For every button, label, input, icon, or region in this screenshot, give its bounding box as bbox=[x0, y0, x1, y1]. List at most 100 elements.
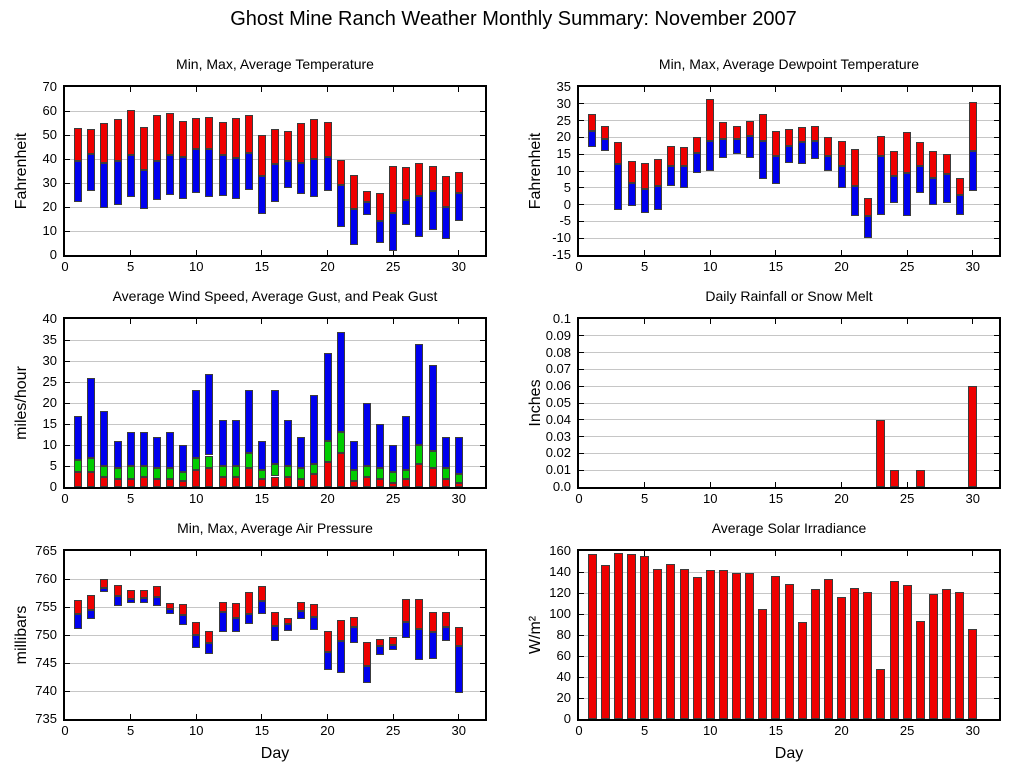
bar-avg-to-max bbox=[179, 604, 188, 615]
bar-avg-to-max bbox=[87, 594, 96, 610]
y-tick-mark bbox=[65, 134, 70, 136]
bar-min-to-avg bbox=[205, 149, 214, 198]
bar bbox=[771, 576, 781, 719]
bar-segment bbox=[257, 440, 266, 471]
plot-area-wind bbox=[63, 317, 487, 489]
y-tick-mark bbox=[579, 120, 584, 122]
x-tick-label: 30 bbox=[451, 491, 466, 506]
bar-avg-to-max bbox=[955, 177, 964, 195]
bar-avg-to-max bbox=[706, 98, 715, 141]
bar-avg-to-max bbox=[349, 174, 358, 210]
x-tick-mark bbox=[972, 250, 974, 255]
bar-min-to-avg bbox=[231, 617, 240, 632]
bar-avg-to-max bbox=[297, 601, 306, 611]
y-tick-label: 15 bbox=[556, 146, 571, 162]
bar-segment bbox=[441, 478, 450, 487]
chart-panel-rainfall: Daily Rainfall or Snow Melt Inches 0.0 0.… bbox=[514, 276, 1027, 508]
bar-segment bbox=[218, 476, 227, 487]
x-tick-mark bbox=[392, 551, 394, 556]
bar-avg-to-max bbox=[152, 585, 161, 598]
bar bbox=[823, 579, 833, 719]
bar-segment bbox=[218, 466, 227, 477]
y-tick-mark bbox=[65, 158, 70, 160]
bar-segment bbox=[323, 440, 332, 462]
bar-min-to-avg bbox=[758, 140, 767, 180]
gridline bbox=[579, 368, 999, 370]
bar-segment bbox=[415, 344, 424, 445]
x-axis-label-pressure: Day bbox=[260, 745, 290, 762]
bar bbox=[915, 621, 925, 719]
y-tick-label: 0 bbox=[49, 247, 57, 262]
bar-avg-to-max bbox=[415, 598, 424, 630]
x-tick-label: 10 bbox=[189, 491, 204, 506]
bar-min-to-avg bbox=[376, 221, 384, 243]
y-tick-mark bbox=[480, 465, 485, 467]
bar-segment bbox=[205, 468, 214, 487]
bar-avg-to-max bbox=[310, 119, 319, 159]
y-tick-label: 0 bbox=[563, 196, 571, 212]
gridline bbox=[579, 385, 999, 387]
x-tick-mark bbox=[130, 87, 132, 92]
x-tick-mark bbox=[458, 551, 460, 556]
bar-avg-to-max bbox=[205, 117, 214, 150]
bar-segment bbox=[139, 466, 148, 477]
bar-segment bbox=[310, 474, 319, 487]
bar-avg-to-max bbox=[192, 118, 201, 150]
chart-panel-pressure: Min, Max, Average Air Pressure millibars… bbox=[0, 508, 513, 772]
bar-avg-to-max bbox=[362, 641, 371, 667]
y-tick-mark bbox=[65, 360, 70, 362]
bar-segment bbox=[454, 474, 463, 483]
y-tick-mark bbox=[65, 578, 70, 580]
y-tick-mark bbox=[994, 153, 999, 155]
x-tick-label: 10 bbox=[189, 259, 204, 274]
bar-segment bbox=[297, 436, 306, 469]
bar-avg-to-max bbox=[336, 160, 345, 186]
x-tick-mark bbox=[261, 714, 263, 719]
bar-avg-to-max bbox=[297, 123, 306, 163]
bar-min-to-avg bbox=[811, 140, 820, 160]
bar-min-to-avg bbox=[955, 194, 964, 215]
x-tick-mark bbox=[130, 714, 132, 719]
bar-avg-to-max bbox=[323, 631, 332, 652]
x-tick-label: 15 bbox=[254, 723, 270, 738]
bar-segment bbox=[454, 436, 463, 475]
bar-min-to-avg bbox=[903, 172, 912, 217]
bar-segment bbox=[113, 440, 122, 469]
x-tick-mark bbox=[458, 714, 460, 719]
y-tick-mark bbox=[579, 402, 584, 404]
bar-min-to-avg bbox=[824, 155, 833, 171]
x-tick-mark bbox=[906, 87, 908, 92]
bar-segment bbox=[74, 459, 83, 473]
gridline bbox=[579, 237, 999, 239]
bar-min-to-avg bbox=[362, 666, 371, 683]
bar-min-to-avg bbox=[916, 165, 925, 193]
x-tick-label: 10 bbox=[189, 723, 204, 738]
x-tick-mark bbox=[327, 551, 328, 556]
bar-segment bbox=[376, 468, 384, 479]
y-tick-mark bbox=[480, 110, 485, 112]
bar-avg-to-max bbox=[454, 626, 463, 647]
bar-segment bbox=[349, 480, 358, 487]
chart-title-rainfall: Daily Rainfall or Snow Melt bbox=[705, 288, 873, 304]
bar-min-to-avg bbox=[257, 600, 266, 614]
gridline bbox=[65, 606, 485, 608]
y-tick-label: 735 bbox=[35, 711, 57, 726]
y-tick-mark bbox=[65, 230, 70, 232]
bar-segment bbox=[218, 419, 227, 466]
bar-segment bbox=[113, 468, 122, 479]
bar-avg-to-max bbox=[139, 126, 148, 170]
bar-avg-to-max bbox=[126, 109, 135, 156]
y-tick-mark bbox=[579, 368, 584, 370]
y-tick-label: 10 bbox=[42, 223, 57, 238]
bar-segment bbox=[428, 468, 437, 487]
bar-min-to-avg bbox=[588, 130, 597, 148]
y-tick-mark bbox=[65, 465, 70, 467]
bar-segment bbox=[179, 472, 188, 481]
x-tick-label: 5 bbox=[641, 723, 649, 738]
bar-avg-to-max bbox=[771, 130, 780, 156]
y-tick-label: 755 bbox=[35, 599, 57, 614]
bar-avg-to-max bbox=[693, 137, 702, 153]
bar-avg-to-max bbox=[362, 191, 371, 203]
bar-avg-to-max bbox=[218, 601, 227, 613]
gridline bbox=[579, 103, 999, 105]
